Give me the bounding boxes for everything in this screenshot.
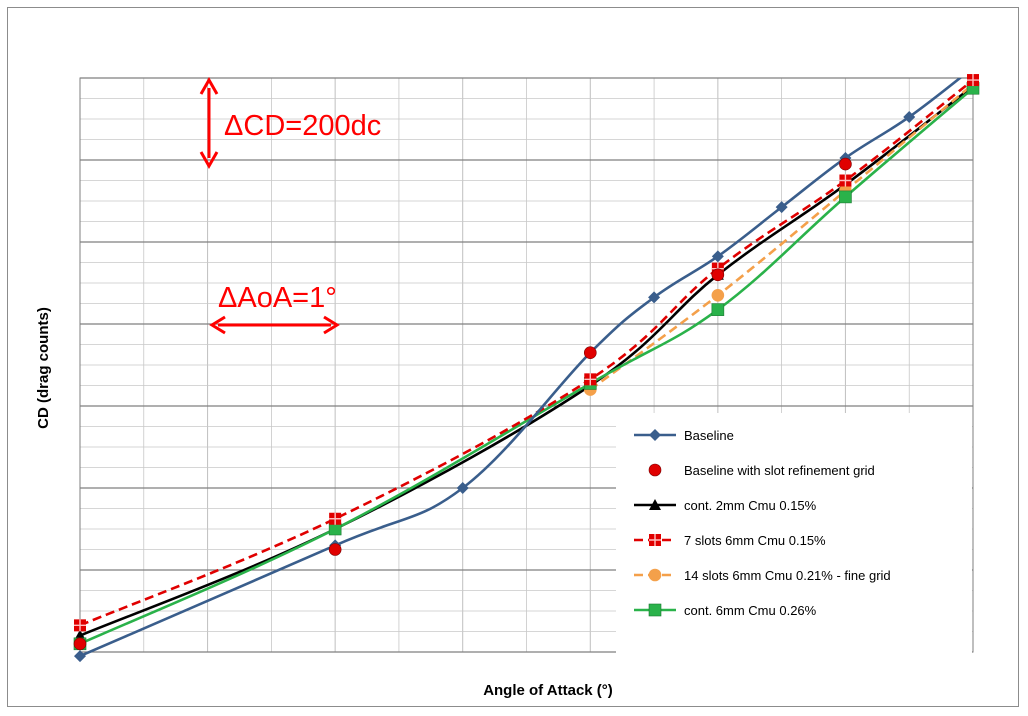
data-point-7-slots-6mm-cmu-0-15-cross (329, 512, 342, 525)
legend-entry-baseline: Baseline (634, 428, 734, 443)
legend-label: cont. 2mm Cmu 0.15% (684, 498, 817, 513)
data-point-7-slots-6mm-cmu-0-15-cross (967, 74, 979, 87)
data-point-7-slots-6mm-cmu-0-15 (329, 512, 342, 525)
delta-aoa-annotation: ΔAoA=1° (209, 282, 340, 335)
annotations: ΔCD=200dc ΔAoA=1° (199, 76, 381, 335)
delta-cd-arrow-head-down (199, 151, 219, 170)
legend-entry-baseline-with-slot-refinement-grid: Baseline with slot refinement grid (648, 463, 875, 478)
legend-marker (648, 463, 662, 477)
legend-box (616, 413, 972, 653)
x-axis-label: Angle of Attack (°) (483, 682, 613, 699)
data-point-7-slots-6mm-cmu-0-15 (74, 619, 86, 632)
chart-frame: ΔCD=200dc ΔAoA=1° Baseline Baseline with … (7, 7, 1019, 707)
series (73, 74, 980, 663)
legend-label: Baseline (684, 428, 734, 443)
legend-marker (649, 429, 661, 441)
delta-cd-annotation: ΔCD=200dc (199, 76, 381, 170)
legend-label: cont. 6mm Cmu 0.26% (684, 603, 817, 618)
legend-label: 14 slots 6mm Cmu 0.21% - fine grid (684, 568, 891, 583)
legend-label: 7 slots 6mm Cmu 0.15% (684, 533, 826, 548)
delta-aoa-arrow-head-left (209, 315, 226, 335)
legend-marker (649, 534, 661, 546)
data-point-baseline (711, 250, 724, 263)
data-point-14-slots-6mm-cmu-0-21-fine-grid (711, 288, 725, 302)
legend: Baseline Baseline with slot refinement gr… (616, 413, 972, 653)
plot-area-border (79, 77, 974, 653)
legend-marker (649, 499, 661, 510)
legend-marker (648, 568, 662, 582)
delta-cd-arrow-head-up (199, 76, 219, 95)
data-point-baseline (456, 482, 469, 494)
data-point-7-slots-6mm-cmu-0-15 (967, 74, 979, 87)
data-point-7-slots-6mm-cmu-0-15 (839, 174, 852, 187)
data-point-baseline (775, 201, 788, 214)
data-point-7-slots-6mm-cmu-0-15-cross (584, 373, 597, 386)
legend-entry-cont-2mm-cmu-0-15: cont. 2mm Cmu 0.15% (634, 498, 817, 513)
legend-entry-cont-6mm-cmu-0-26: cont. 6mm Cmu 0.26% (634, 603, 817, 618)
data-point-baseline (648, 291, 661, 304)
legend-label: Baseline with slot refinement grid (684, 463, 875, 478)
data-point-baseline-with-slot-refinement-grid (711, 268, 725, 282)
series-baseline-with-slot-refinement-grid (73, 157, 852, 651)
data-point-cont-6mm-cmu-0-26 (711, 303, 725, 316)
data-point-7-slots-6mm-cmu-0-15-cross (74, 619, 86, 632)
legend-entry-14-slots-6mm-cmu-0-21-fine-grid: 14 slots 6mm Cmu 0.21% - fine grid (634, 568, 891, 583)
chart-canvas: ΔCD=200dc ΔAoA=1° Baseline Baseline with … (35, 74, 980, 699)
data-point-cont-6mm-cmu-0-26 (328, 522, 342, 536)
data-point-baseline-with-slot-refinement-grid (73, 637, 87, 651)
legend-marker-cross (649, 534, 661, 546)
data-point-7-slots-6mm-cmu-0-15 (584, 373, 597, 386)
series-line-14-slots-6mm-cmu-0-21-fine-grid (589, 83, 973, 391)
data-point-baseline-with-slot-refinement-grid (328, 543, 342, 556)
series-line-7-slots-6mm-cmu-0-15 (80, 79, 973, 627)
delta-cd-label: ΔCD=200dc (224, 110, 381, 142)
data-point-7-slots-6mm-cmu-0-15-cross (839, 174, 852, 187)
data-point-cont-6mm-cmu-0-26 (839, 190, 852, 204)
delta-aoa-arrow-head-right (323, 315, 340, 335)
data-point-baseline (903, 110, 916, 123)
data-point-baseline-with-slot-refinement-grid (839, 157, 852, 171)
data-point-baseline-with-slot-refinement-grid (583, 346, 597, 360)
delta-aoa-label: ΔAoA=1° (218, 282, 337, 314)
legend-marker (648, 603, 662, 617)
legend-entry-7-slots-6mm-cmu-0-15: 7 slots 6mm Cmu 0.15% (634, 533, 826, 548)
data-point-baseline (74, 650, 86, 663)
y-axis-label: CD (drag counts) (35, 307, 52, 429)
